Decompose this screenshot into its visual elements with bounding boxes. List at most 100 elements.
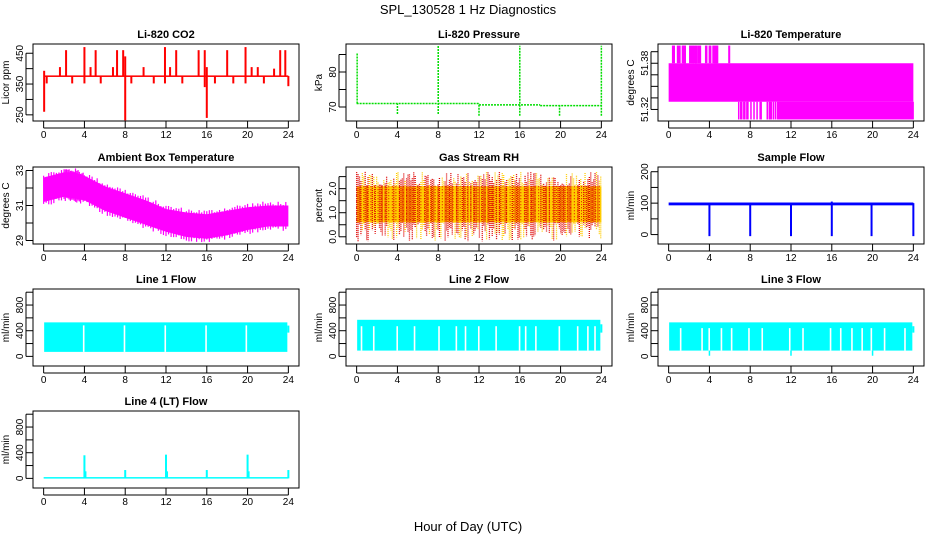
series-area: [891, 101, 894, 120]
series-gap: [413, 326, 416, 351]
series-area: [834, 101, 837, 120]
x-tick-label: 0: [354, 130, 360, 141]
series-area: [835, 101, 838, 120]
series-area: [801, 101, 803, 120]
x-tick-label: 12: [785, 375, 797, 386]
series-area: [868, 101, 871, 120]
series-area: [911, 101, 913, 120]
x-tick-label: 8: [435, 253, 441, 264]
series-area: [816, 101, 819, 120]
series-gap: [788, 328, 791, 351]
series-area: [898, 101, 900, 120]
x-tick-label: 4: [82, 497, 88, 508]
x-tick-label: 8: [122, 375, 128, 386]
x-tick-label: 24: [908, 253, 920, 264]
x-tick-label: 0: [41, 253, 47, 264]
series-area: [802, 101, 804, 120]
series-area: [877, 101, 880, 120]
series-gap: [524, 326, 527, 351]
x-tick-label: 16: [201, 253, 213, 264]
series-gap: [802, 328, 804, 351]
x-tick-label: 12: [473, 253, 485, 264]
series-spike: [704, 45, 708, 64]
x-tick-label: 12: [160, 253, 172, 264]
series-area: [830, 101, 833, 120]
x-tick-label: 4: [707, 253, 713, 264]
x-tick-label: 4: [707, 130, 713, 141]
figure-title: SPL_130528 1 Hz Diagnostics: [380, 2, 557, 17]
series-area: [893, 101, 896, 120]
series-area: [855, 101, 857, 120]
series-spike: [691, 45, 694, 64]
series-area: [826, 101, 829, 120]
series-spike: [676, 45, 681, 64]
x-tick-label: 8: [122, 497, 128, 508]
series-area: [825, 101, 828, 120]
series-area: [788, 101, 791, 120]
x-tick-label: 12: [785, 130, 797, 141]
series-area: [873, 101, 876, 120]
series-area: [786, 101, 789, 120]
series-tail: [912, 326, 915, 333]
y-tick-label: 2.0: [328, 181, 339, 195]
series-spike: [671, 45, 676, 64]
x-tick-label: 24: [596, 130, 608, 141]
series-area: [858, 101, 860, 120]
series-area: [795, 101, 797, 120]
series-area: [847, 101, 849, 120]
plot-area: [44, 322, 290, 352]
panel-line-2-flow: Line 2 Flow ml/min 0 4 8 12 16 20 24 0 400 800: [314, 274, 613, 386]
series-area: [787, 101, 790, 120]
series-area: [747, 101, 749, 120]
series-area: [896, 101, 898, 120]
panel-line-1-flow: Line 1 Flow ml/min 0 4 8 12 16 20 24 0 400 800: [1, 274, 300, 386]
series-area: [861, 101, 863, 120]
x-tick-label: 0: [354, 253, 360, 264]
series-gap: [396, 326, 399, 351]
plot-frame: [657, 166, 925, 245]
y-axis-label: Licor ppm: [1, 61, 12, 105]
series-area: [843, 101, 845, 120]
series-area: [746, 101, 748, 120]
y-tick-label: 31: [15, 200, 26, 212]
y-tick-label: 0.0: [328, 229, 339, 243]
series-area: [852, 101, 854, 120]
series-area: [774, 101, 777, 120]
series-gap: [708, 328, 711, 351]
series-area: [828, 101, 831, 120]
x-tick-label: 12: [160, 130, 172, 141]
series-area: [766, 101, 769, 120]
series-area: [872, 101, 875, 120]
series-area: [823, 101, 826, 120]
x-tick-label: 16: [201, 497, 213, 508]
y-tick-label: 800: [328, 296, 339, 313]
y-tick-label: 33: [15, 165, 26, 177]
series-area: [793, 101, 795, 120]
plot-area: [43, 454, 290, 479]
x-tick-label: 0: [666, 130, 672, 141]
series-area: [837, 101, 840, 120]
series-area: [824, 101, 827, 120]
y-axis-label: percent: [314, 189, 325, 223]
series-gap: [839, 328, 842, 351]
series-area: [910, 101, 912, 120]
y-tick-label: 1.0: [328, 205, 339, 219]
series-area: [785, 101, 788, 120]
series-gap: [245, 325, 248, 352]
series-area: [783, 101, 786, 120]
series-area: [780, 101, 783, 120]
series-tail: [600, 324, 603, 333]
x-tick-label: 8: [122, 130, 128, 141]
series-gap: [883, 328, 886, 351]
panel-sample-flow: Sample Flow ml/min 0 4 8 12 16 20 24 0 100 200: [626, 152, 925, 264]
plot-frame: [32, 288, 300, 367]
series-area: [907, 101, 909, 120]
series-area: [800, 101, 802, 120]
x-tick-label: 4: [707, 375, 713, 386]
x-tick-label: 4: [395, 130, 401, 141]
series-area: [854, 101, 856, 120]
plot-area: [668, 45, 914, 120]
plot-area: [355, 171, 602, 242]
series-area: [869, 101, 872, 120]
